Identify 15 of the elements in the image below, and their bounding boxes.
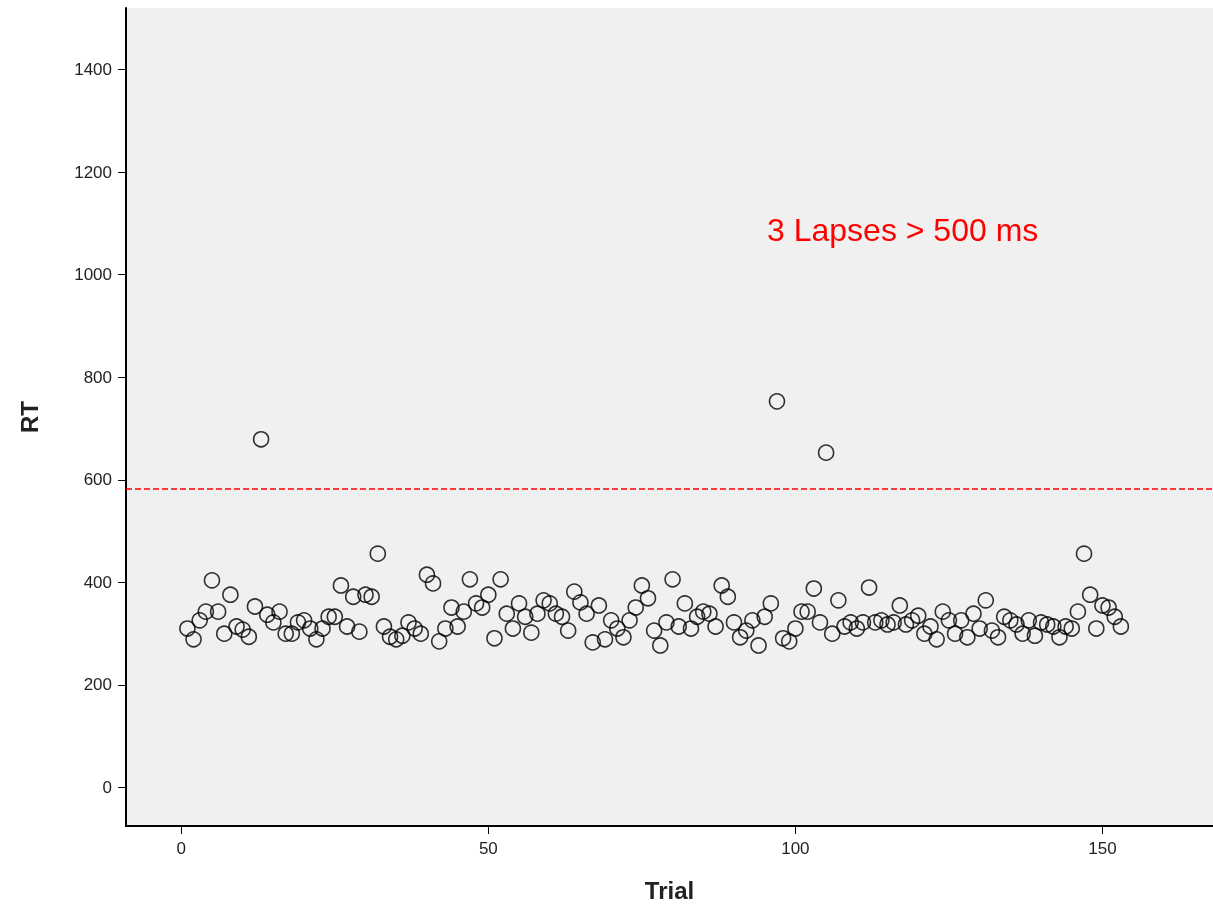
- y-tick-label: 0: [102, 778, 112, 798]
- y-tick-label: 400: [83, 572, 112, 592]
- y-axis-title: RT: [15, 400, 43, 433]
- x-tick-label: 100: [781, 839, 810, 858]
- annotation: 3 Lapses > 500 ms: [767, 212, 1039, 248]
- y-tick-label: 200: [83, 675, 112, 695]
- y-tick-label: 1200: [74, 162, 112, 182]
- x-tick-label: 50: [478, 839, 498, 858]
- y-tick-label: 800: [83, 367, 112, 387]
- x-tick-label: 0: [176, 839, 187, 858]
- y-tick-label: 1000: [74, 265, 112, 285]
- y-tick-label: 1400: [74, 60, 112, 80]
- x-tick-label: 150: [1088, 839, 1117, 858]
- x-axis-title: Trial: [644, 876, 695, 904]
- y-tick-label: 600: [83, 470, 112, 490]
